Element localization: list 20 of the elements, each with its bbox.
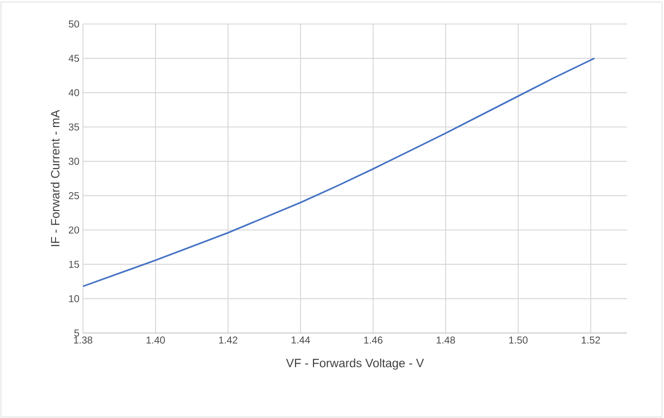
y-tick-label: 15: [69, 260, 80, 268]
x-axis-title: VF - Forwards Voltage - V: [286, 358, 424, 370]
y-tick-label: 25: [68, 192, 80, 200]
y-tick-label: 10: [69, 295, 80, 302]
y-tick-label: 5: [74, 330, 80, 336]
y-tick-label: 50: [68, 20, 80, 28]
x-tick-label: 1.38: [74, 336, 92, 344]
x-tick-label: 1.50: [509, 336, 528, 344]
x-tick-label: 1.40: [146, 336, 165, 344]
y-tick-label: 45: [68, 54, 80, 62]
y-tick-label: 30: [68, 158, 80, 165]
y-tick-label: 35: [68, 123, 80, 131]
x-tick-label: 1.52: [582, 336, 600, 344]
y-tick-label: 40: [68, 89, 80, 96]
y-axis-title: IF - Forward Current - mA: [50, 110, 60, 246]
x-tick-label: 1.48: [436, 336, 455, 344]
y-tick-label: 20: [68, 226, 80, 234]
x-tick-label: 1.42: [219, 336, 238, 344]
x-tick-label: 1.44: [292, 336, 310, 344]
x-tick-label: 1.46: [364, 336, 382, 344]
